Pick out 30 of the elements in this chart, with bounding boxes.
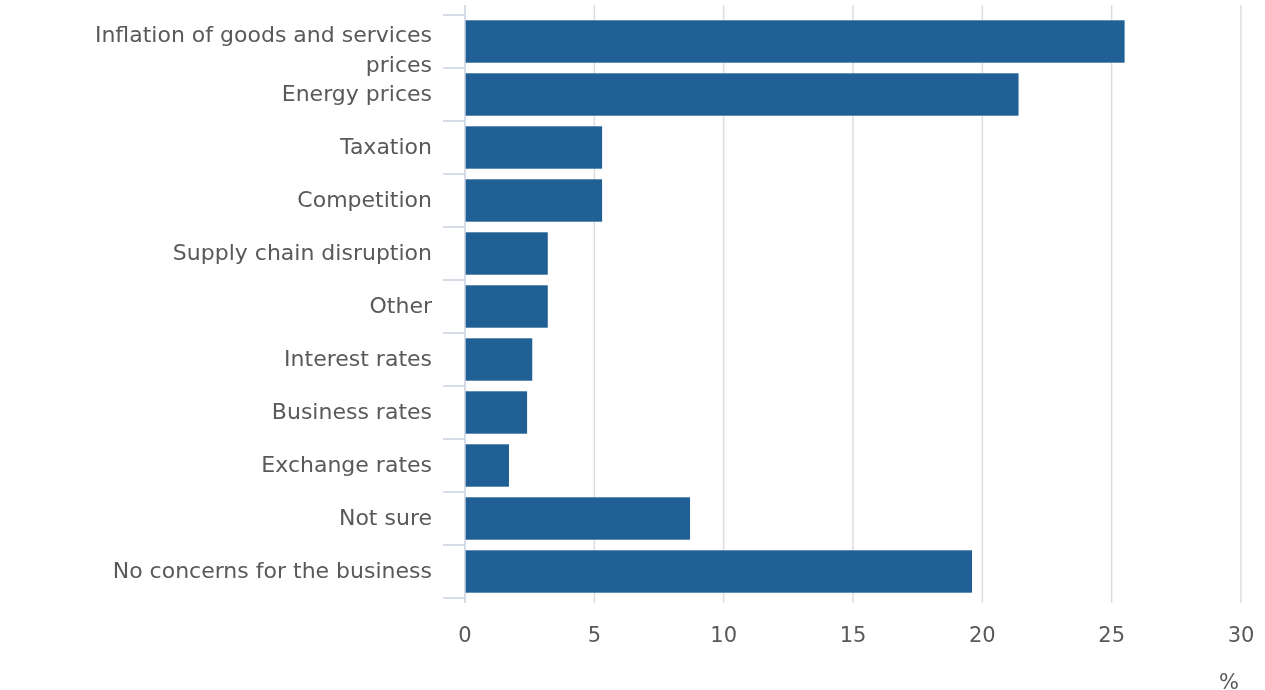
x-tick-label: 15 [839, 623, 867, 647]
y-tick-label: Interest rates [284, 345, 432, 371]
x-tick-label: 10 [710, 623, 738, 647]
y-tick-label: Supply chain disruption [172, 239, 432, 265]
bar [465, 232, 548, 275]
bar [465, 73, 1019, 116]
bar [465, 179, 603, 222]
x-tick-label: 5 [587, 623, 602, 647]
y-tick-label: Other [369, 292, 433, 318]
x-tick-label: 20 [968, 623, 996, 647]
bar [465, 20, 1125, 63]
x-axis-title: % [1219, 670, 1239, 690]
bar [465, 126, 603, 169]
bar [465, 391, 528, 434]
bar [465, 444, 509, 487]
bar [465, 550, 972, 593]
bar [465, 338, 533, 381]
bar [465, 497, 691, 540]
y-tick-label: Inflation of goods and services prices [94, 21, 432, 77]
y-tick-label: No concerns for the business [112, 557, 432, 583]
y-tick-label: Energy prices [281, 80, 432, 106]
y-tick-label: Taxation [339, 133, 432, 159]
y-tick-label: Not sure [338, 504, 432, 530]
x-tick-label: 0 [458, 623, 472, 647]
y-tick-label: Business rates [271, 398, 432, 424]
y-tick-label: Competition [297, 186, 432, 212]
y-tick-label: Exchange rates [261, 451, 432, 477]
x-tick-label: 30 [1227, 623, 1255, 647]
bar [465, 285, 548, 328]
x-tick-label: 25 [1098, 623, 1126, 647]
